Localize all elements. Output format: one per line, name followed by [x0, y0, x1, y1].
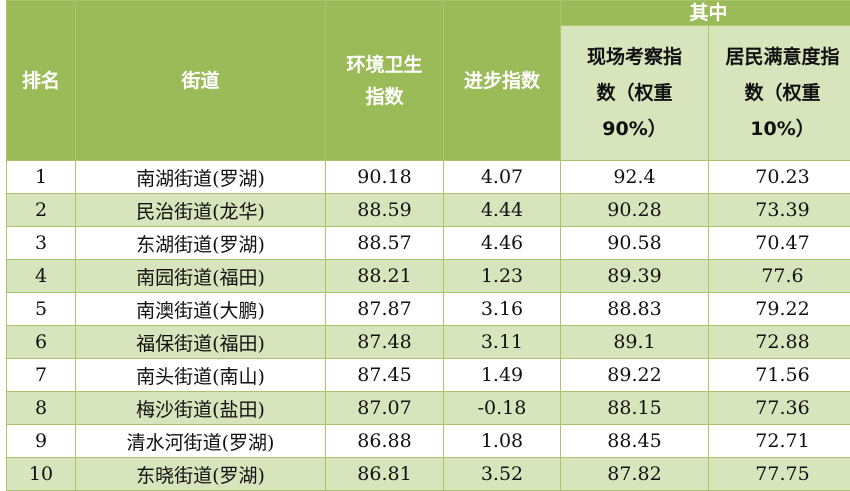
header-group: 其中	[561, 1, 850, 26]
cell-env-index: 88.57	[326, 227, 444, 260]
cell-residents-index: 70.23	[709, 161, 850, 194]
cell-site-index: 87.82	[561, 458, 709, 491]
cell-street: 东晓街道(罗湖)	[76, 458, 326, 491]
cell-residents-index: 71.56	[709, 359, 850, 392]
cell-site-index: 88.15	[561, 392, 709, 425]
cell-rank: 4	[7, 260, 76, 293]
cell-residents-index: 72.88	[709, 326, 850, 359]
cell-street: 东湖街道(罗湖)	[76, 227, 326, 260]
cell-progress: 4.46	[444, 227, 561, 260]
cell-site-index: 89.22	[561, 359, 709, 392]
cell-site-index: 90.58	[561, 227, 709, 260]
cell-rank: 8	[7, 392, 76, 425]
header-site: 现场考察指数（权重90%）	[561, 26, 709, 161]
cell-site-index: 88.83	[561, 293, 709, 326]
cell-env-index: 88.21	[326, 260, 444, 293]
cell-rank: 9	[7, 425, 76, 458]
cell-rank: 7	[7, 359, 76, 392]
header-progress: 进步指数	[444, 1, 561, 161]
cell-env-index: 88.59	[326, 194, 444, 227]
header-residents: 居民满意度指数（权重10%）	[709, 26, 850, 161]
cell-street: 南头街道(南山)	[76, 359, 326, 392]
cell-env-index: 87.48	[326, 326, 444, 359]
cell-street: 清水河街道(罗湖)	[76, 425, 326, 458]
cell-progress: 3.16	[444, 293, 561, 326]
header-street: 街道	[76, 1, 326, 161]
cell-residents-index: 77.75	[709, 458, 850, 491]
cell-rank: 2	[7, 194, 76, 227]
cell-env-index: 86.81	[326, 458, 444, 491]
cell-street: 民治街道(龙华)	[76, 194, 326, 227]
cell-residents-index: 77.36	[709, 392, 850, 425]
cell-site-index: 88.45	[561, 425, 709, 458]
cell-env-index: 87.45	[326, 359, 444, 392]
cell-site-index: 92.4	[561, 161, 709, 194]
cell-progress: 4.07	[444, 161, 561, 194]
cell-residents-index: 73.39	[709, 194, 850, 227]
header-rank: 排名	[7, 1, 76, 161]
cell-residents-index: 70.47	[709, 227, 850, 260]
cell-progress: 3.52	[444, 458, 561, 491]
cell-site-index: 89.39	[561, 260, 709, 293]
header-env-index: 环境卫生指数	[326, 1, 444, 161]
cell-env-index: 87.87	[326, 293, 444, 326]
cell-site-index: 89.1	[561, 326, 709, 359]
cell-site-index: 90.28	[561, 194, 709, 227]
cell-progress: -0.18	[444, 392, 561, 425]
cell-residents-index: 77.6	[709, 260, 850, 293]
cell-street: 南湖街道(罗湖)	[76, 161, 326, 194]
cell-progress: 3.11	[444, 326, 561, 359]
cell-progress: 1.23	[444, 260, 561, 293]
ranking-table: 排名 街道 环境卫生指数 进步指数 其中 现场考察指数（权重90%） 居民满意度…	[6, 0, 850, 491]
cell-progress: 1.08	[444, 425, 561, 458]
cell-rank: 3	[7, 227, 76, 260]
cell-residents-index: 79.22	[709, 293, 850, 326]
cell-env-index: 90.18	[326, 161, 444, 194]
cell-rank: 10	[7, 458, 76, 491]
cell-street: 福保街道(福田)	[76, 326, 326, 359]
cell-rank: 6	[7, 326, 76, 359]
cell-residents-index: 72.71	[709, 425, 850, 458]
cell-env-index: 86.88	[326, 425, 444, 458]
cell-rank: 1	[7, 161, 76, 194]
cell-street: 梅沙街道(盐田)	[76, 392, 326, 425]
cell-progress: 1.49	[444, 359, 561, 392]
cell-progress: 4.44	[444, 194, 561, 227]
cell-street: 南园街道(福田)	[76, 260, 326, 293]
cell-street: 南澳街道(大鹏)	[76, 293, 326, 326]
cell-env-index: 87.07	[326, 392, 444, 425]
cell-rank: 5	[7, 293, 76, 326]
